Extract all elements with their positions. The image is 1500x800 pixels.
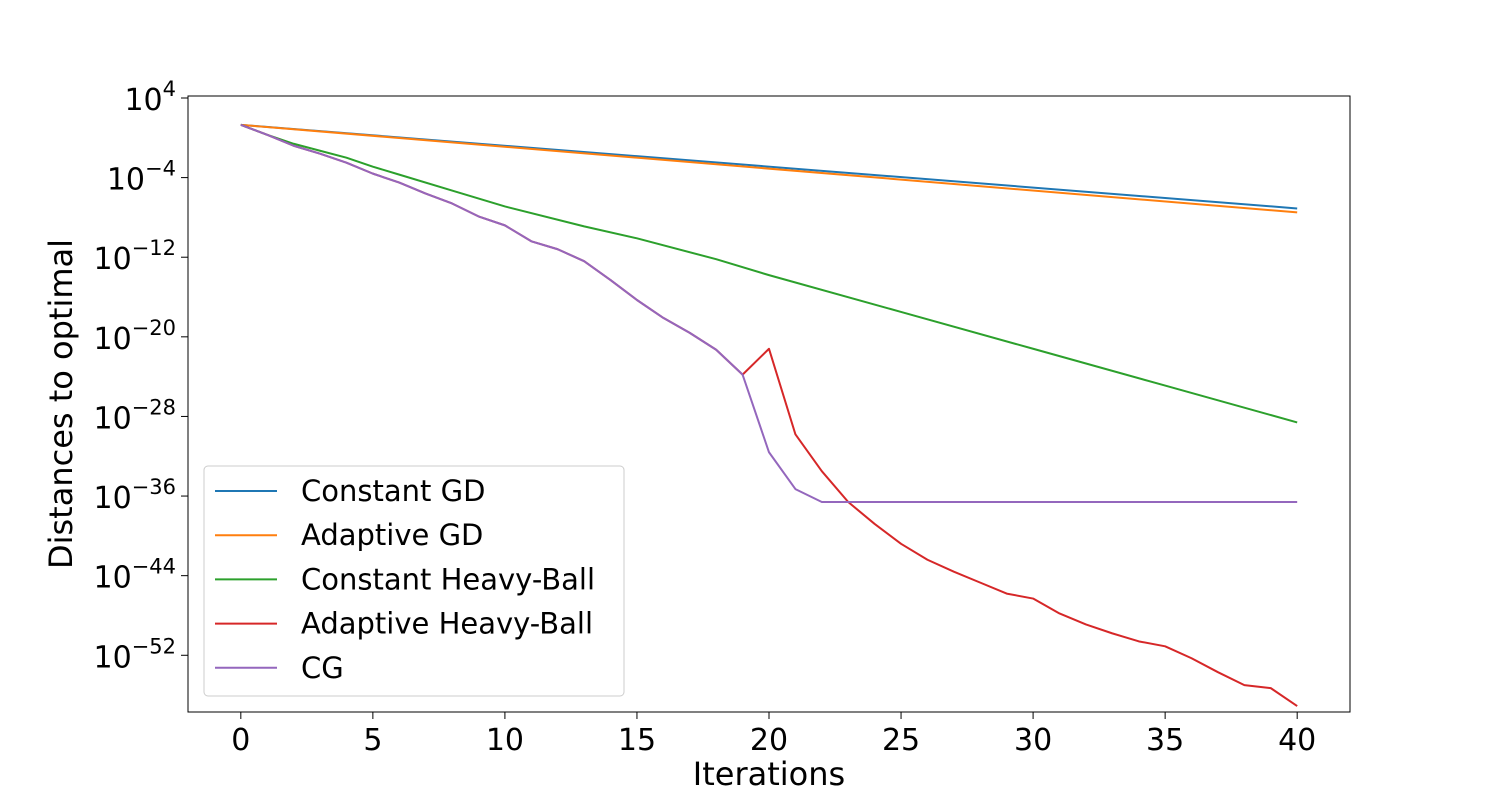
x-tick-label: 0 xyxy=(231,723,250,758)
y-tick-label: 10−36 xyxy=(93,475,176,516)
y-tick-label: 10−4 xyxy=(107,157,176,198)
legend: Constant GD Adaptive GD Constant Heavy-Bal… xyxy=(203,465,625,697)
legend-label: Adaptive GD xyxy=(301,518,483,552)
legend-label: CG xyxy=(301,651,344,685)
y-axis-ticks: 104 10−4 10−12 10−20 10−28 10−36 10−44 10−52 xyxy=(93,77,188,675)
x-tick-label: 10 xyxy=(486,723,524,758)
legend-label: Adaptive Heavy-Ball xyxy=(301,607,593,641)
x-tick-label: 40 xyxy=(1278,723,1316,758)
y-tick-label: 104 xyxy=(124,77,176,118)
x-tick-label: 20 xyxy=(750,723,788,758)
series-line-adaptive-gd xyxy=(240,123,1298,214)
y-tick-label: 10−28 xyxy=(93,395,176,436)
x-tick-label: 5 xyxy=(363,723,382,758)
legend-label: Constant GD xyxy=(301,474,485,508)
x-tick-label: 15 xyxy=(618,723,656,758)
legend-label: Constant Heavy-Ball xyxy=(301,562,595,596)
series-line-cg xyxy=(240,123,1298,504)
legend-box xyxy=(203,465,625,697)
x-tick-label: 25 xyxy=(882,723,920,758)
y-axis-label: Distances to optimal xyxy=(42,239,80,569)
series-line-constant-heavy-ball xyxy=(240,123,1298,424)
x-axis-label: Iterations xyxy=(693,755,845,793)
x-tick-label: 30 xyxy=(1014,723,1052,758)
x-tick-label: 35 xyxy=(1146,723,1184,758)
series-layer xyxy=(240,123,1298,707)
x-axis-ticks: 0 5 10 15 20 25 30 35 40 xyxy=(231,712,1316,758)
y-tick-label: 10−20 xyxy=(93,316,176,357)
y-tick-label: 10−52 xyxy=(93,634,176,675)
y-tick-label: 10−44 xyxy=(93,555,176,596)
y-tick-label: 10−12 xyxy=(93,236,176,277)
